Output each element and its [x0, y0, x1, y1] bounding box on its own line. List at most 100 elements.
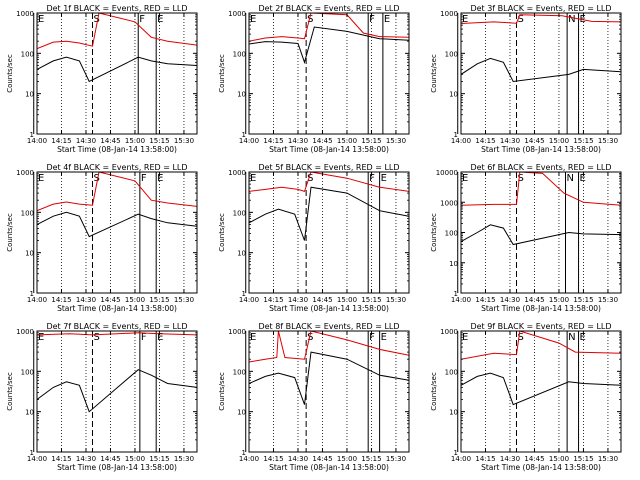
- lld-series-line: [249, 331, 409, 363]
- x-tick-label: 14:00: [451, 455, 471, 463]
- x-tick-label: 15:15: [149, 455, 169, 463]
- marker-label: S: [307, 332, 313, 343]
- x-tick-label: 15:30: [386, 455, 406, 463]
- y-axis-label: Counts/sec: [430, 213, 438, 252]
- marker-label: F: [141, 173, 147, 184]
- x-tick-label: 14:45: [524, 296, 544, 304]
- x-tick-label: 15:15: [361, 296, 381, 304]
- x-tick-label: 15:15: [149, 137, 169, 145]
- chart-title: Det 5f BLACK = Events, RED = LLD: [258, 163, 399, 172]
- x-tick-label: 15:30: [174, 296, 194, 304]
- y-tick-label: 1: [454, 290, 458, 298]
- y-tick-label: 1: [454, 449, 458, 457]
- marker-label: E: [157, 14, 163, 25]
- marker-label: E: [250, 332, 256, 343]
- events-series-line: [461, 372, 621, 406]
- x-tick-label: 14:00: [27, 455, 47, 463]
- x-tick-label: 15:00: [125, 296, 145, 304]
- x-tick-label: 14:30: [76, 137, 96, 145]
- x-tick-label: 14:15: [51, 296, 71, 304]
- x-tick-label: 14:30: [288, 455, 308, 463]
- lld-series-line: [461, 172, 621, 206]
- events-series-line: [249, 26, 409, 64]
- plot-frame: [36, 171, 198, 294]
- marker-label: F: [369, 14, 375, 25]
- events-series-line: [37, 211, 197, 238]
- x-axis-label: Start Time (08-Jan-14 13:58:00): [269, 463, 389, 472]
- y-tick-label: 10: [449, 409, 458, 417]
- x-tick-label: 15:00: [549, 137, 569, 145]
- x-tick-label: 14:15: [263, 137, 283, 145]
- panel-det-3: Det 3f BLACK = Events, RED = LLD Start Ti…: [430, 4, 622, 154]
- y-tick-label: 1: [242, 290, 246, 298]
- plot-frame: [36, 12, 198, 135]
- x-tick-label: 15:30: [386, 137, 406, 145]
- marker-label: E: [381, 173, 387, 184]
- x-tick-label: 15:15: [361, 137, 381, 145]
- x-tick-label: 14:45: [312, 137, 332, 145]
- y-tick-label: 100: [21, 50, 34, 58]
- x-axis-label: Start Time (08-Jan-14 13:58:00): [481, 304, 601, 313]
- y-axis-label: Counts/sec: [6, 372, 14, 411]
- events-series-line: [249, 186, 409, 241]
- x-tick-label: 15:15: [573, 296, 593, 304]
- y-tick-label: 10: [237, 91, 246, 99]
- marker-label: E: [381, 332, 387, 343]
- panel-det-4: Det 4f BLACK = Events, RED = LLD Start Ti…: [6, 163, 198, 313]
- x-tick-label: 14:15: [51, 137, 71, 145]
- y-tick-label: 1: [242, 449, 246, 457]
- plot-frame: [36, 330, 198, 453]
- y-tick-label: 1000: [440, 328, 458, 336]
- y-tick-label: 100: [21, 209, 34, 217]
- panel-det-1: Det 1f BLACK = Events, RED = LLD Start Ti…: [6, 4, 198, 154]
- y-tick-label: 100: [233, 209, 246, 217]
- x-axis-label: Start Time (08-Jan-14 13:58:00): [481, 145, 601, 154]
- x-tick-label: 15:15: [149, 296, 169, 304]
- plot-frame: [248, 330, 410, 453]
- events-series-line: [249, 351, 409, 405]
- y-tick-label: 1000: [440, 199, 458, 207]
- chart-title: Det 9f BLACK = Events, RED = LLD: [470, 322, 611, 331]
- lld-series-line: [461, 331, 621, 360]
- marker-label: E: [462, 332, 468, 343]
- plot-frame: [460, 330, 622, 453]
- y-tick-label: 1: [30, 449, 34, 457]
- x-tick-label: 14:45: [100, 137, 120, 145]
- marker-label: E: [250, 173, 256, 184]
- x-tick-label: 14:00: [27, 137, 47, 145]
- x-tick-label: 14:30: [288, 137, 308, 145]
- x-tick-label: 14:30: [500, 296, 520, 304]
- marker-label: N: [566, 173, 573, 184]
- x-tick-label: 15:30: [598, 296, 618, 304]
- x-axis-label: Start Time (08-Jan-14 13:58:00): [57, 304, 177, 313]
- events-series-line: [37, 369, 197, 413]
- y-tick-label: 10: [449, 260, 458, 268]
- marker-label: E: [38, 14, 44, 25]
- x-tick-label: 14:15: [51, 455, 71, 463]
- y-tick-label: 1000: [16, 10, 34, 18]
- x-tick-label: 14:00: [239, 455, 259, 463]
- x-tick-label: 15:00: [549, 296, 569, 304]
- x-tick-label: 14:00: [27, 296, 47, 304]
- chart-title: Det 8f BLACK = Events, RED = LLD: [258, 322, 399, 331]
- marker-label: E: [462, 14, 468, 25]
- lld-series-line: [249, 172, 409, 193]
- x-tick-label: 15:30: [386, 296, 406, 304]
- y-tick-label: 1000: [228, 169, 246, 177]
- panel-det-8: Det 8f BLACK = Events, RED = LLD Start Ti…: [218, 322, 410, 472]
- plot-frame: [248, 171, 410, 294]
- x-tick-label: 15:30: [598, 455, 618, 463]
- chart-title: Det 2f BLACK = Events, RED = LLD: [258, 4, 399, 13]
- plot-frame: [460, 12, 622, 135]
- x-tick-label: 14:45: [100, 455, 120, 463]
- x-tick-label: 14:30: [76, 296, 96, 304]
- y-tick-label: 100: [233, 50, 246, 58]
- marker-label: F: [141, 332, 147, 343]
- marker-label: E: [38, 332, 44, 343]
- x-tick-label: 14:30: [288, 296, 308, 304]
- y-tick-label: 1000: [440, 10, 458, 18]
- x-tick-label: 14:00: [239, 296, 259, 304]
- marker-label: F: [369, 332, 375, 343]
- marker-label: E: [38, 173, 44, 184]
